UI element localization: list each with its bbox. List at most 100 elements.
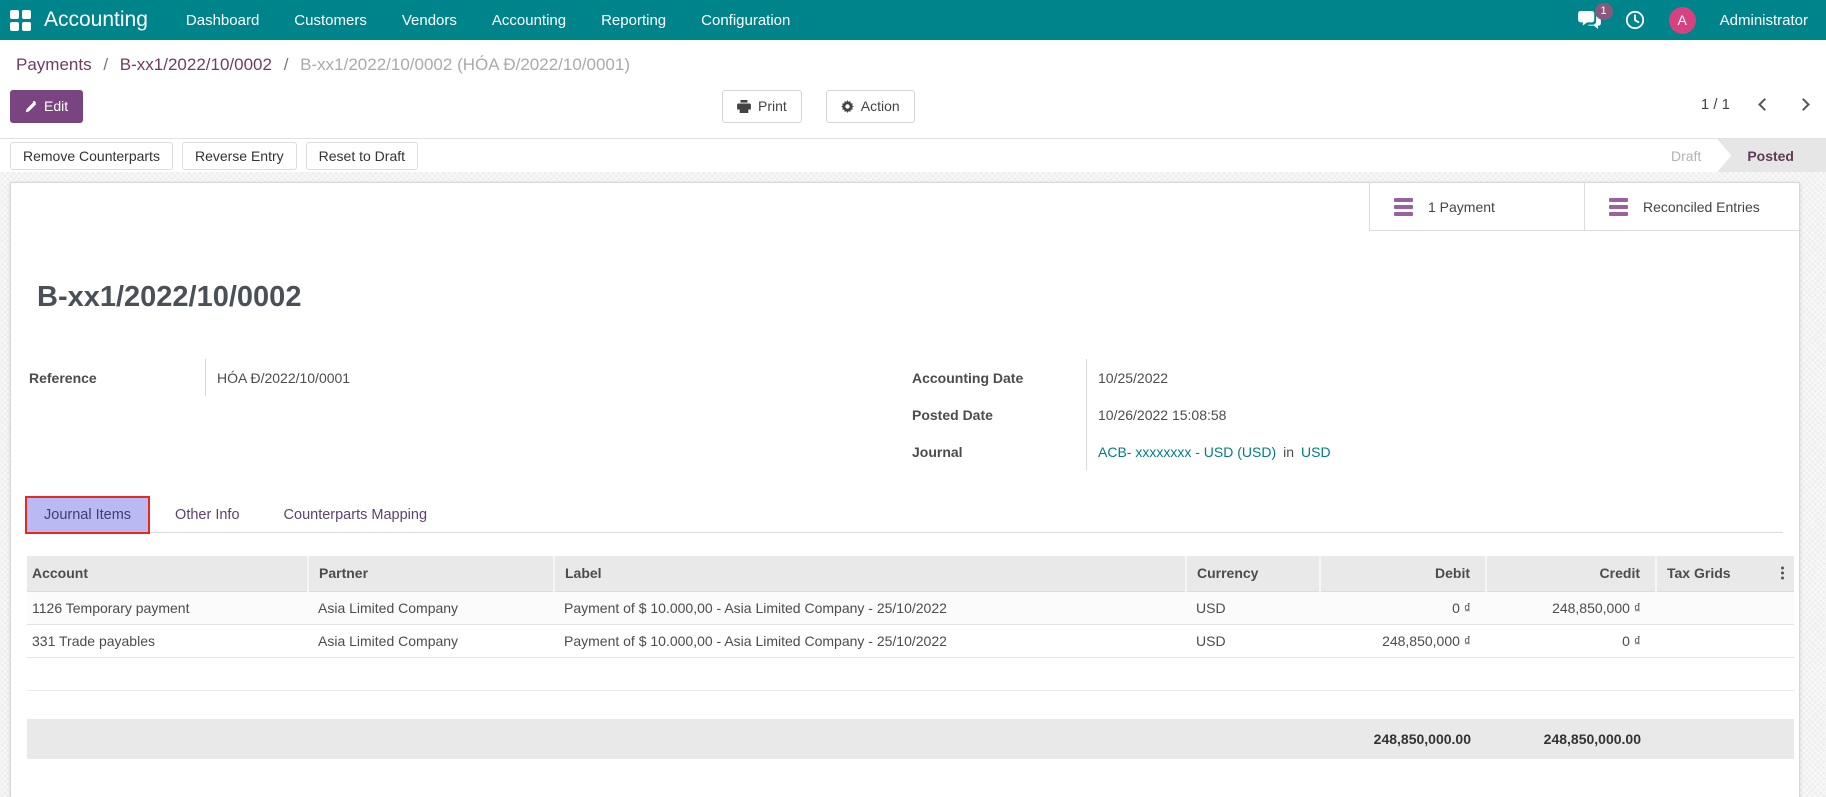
print-button[interactable]: Print [722,90,802,124]
posted-date-label: Posted Date [912,406,993,423]
top-navbar: Accounting Dashboard Customers Vendors A… [0,0,1826,40]
journal-in-text: in [1283,443,1295,460]
reference-value: HÓA Đ/2022/10/0001 [205,359,505,396]
breadcrumb-separator: / [283,55,289,74]
breadcrumb-record[interactable]: B-xx1/2022/10/0002 [119,55,272,74]
reconciled-entries-smart-button-label: Reconciled Entries [1643,198,1760,215]
messages-button[interactable]: 1 [1577,3,1613,29]
field-posted-date: Posted Date 10/26/2022 15:08:58 [910,396,1386,433]
journal-items-table: Account Partner Label Currency Debit Cre… [27,556,1794,759]
pencil-icon [25,100,37,112]
edit-button-label: Edit [44,98,69,114]
table-header-row: Account Partner Label Currency Debit Cre… [27,556,1794,592]
apps-grid-icon[interactable] [10,9,31,31]
journal-link[interactable]: ACB- xxxxxxxx - USD (USD) [1098,443,1277,460]
action-button[interactable]: Action [825,90,915,124]
tab-counterparts-mapping[interactable]: Counterparts Mapping [283,507,428,523]
main-menu: Dashboard Customers Vendors Accounting R… [186,12,790,29]
cell-debit[interactable]: 248,850,000 ₫ [1320,624,1486,658]
journal-currency-link[interactable]: USD [1301,443,1331,460]
edit-button[interactable]: Edit [10,90,84,124]
app-name[interactable]: Accounting [44,8,148,31]
tab-other-info[interactable]: Other Info [175,507,240,523]
record-sheet: 1 Payment Reconciled Entries B-xx1/2022/… [10,182,1800,797]
notebook-tabs: Journal Items Other Info Counterparts Ma… [24,496,1783,534]
avatar[interactable]: A [1668,6,1696,34]
chevron-left-icon[interactable] [1758,98,1771,111]
payments-smart-button[interactable]: 1 Payment [1369,183,1584,231]
menu-vendors[interactable]: Vendors [401,11,457,29]
column-debit[interactable]: Debit [1319,556,1486,592]
messages-count-badge: 1 [1594,3,1613,20]
record-title: B-xx1/2022/10/0002 [37,281,302,313]
payments-smart-button-label: 1 Payment [1428,198,1495,215]
column-tax-grids[interactable]: Tax Grids [1655,556,1794,592]
field-group-right: Accounting Date 10/25/2022 Posted Date 1… [910,359,1386,470]
cell-credit[interactable]: 248,850,000 ₫ [1486,591,1656,625]
cell-account[interactable]: 331 Trade payables [27,624,308,658]
smart-buttons: 1 Payment Reconciled Entries [1369,183,1799,231]
cell-partner[interactable]: Asia Limited Company [308,591,554,625]
cell-debit[interactable]: 0 ₫ [1320,591,1486,625]
chat-icon [1577,11,1601,29]
breadcrumb-payments[interactable]: Payments [16,55,92,74]
table-totals-row: 248,850,000.00 248,850,000.00 [27,718,1794,759]
action-button-label: Action [860,98,900,114]
accounting-date-value: 10/25/2022 [1086,359,1386,396]
cell-currency[interactable]: USD [1186,591,1320,625]
table-row[interactable]: 1126 Temporary payment Asia Limited Comp… [27,591,1794,625]
menu-reporting[interactable]: Reporting [601,11,667,29]
reconciled-entries-smart-button[interactable]: Reconciled Entries [1584,183,1799,231]
kebab-icon[interactable] [1778,564,1787,583]
table-empty-row [27,657,1794,691]
journal-value: ACB- xxxxxxxx - USD (USD) in USD [1086,433,1386,470]
menu-accounting[interactable]: Accounting [491,11,567,29]
activities-button[interactable] [1625,10,1645,30]
posted-date-value: 10/26/2022 15:08:58 [1086,396,1386,433]
cell-currency[interactable]: USD [1186,624,1320,658]
breadcrumb-separator: / [103,55,109,74]
clock-icon [1625,10,1644,30]
menu-dashboard[interactable]: Dashboard [185,11,260,29]
cell-account[interactable]: 1126 Temporary payment [27,591,308,625]
remove-counterparts-button[interactable]: Remove Counterparts [10,141,173,170]
user-menu[interactable]: Administrator [1719,11,1808,29]
chevron-right-icon[interactable] [1797,98,1810,111]
status-posted: Posted [1717,139,1826,172]
breadcrumb: Payments / B-xx1/2022/10/0002 / B-xx1/20… [0,40,1826,78]
print-button-label: Print [758,98,787,114]
navbar-right: 1 A Administrator [1577,3,1808,34]
cell-tax-grids[interactable] [1656,591,1794,625]
reverse-entry-button[interactable]: Reverse Entry [181,141,297,170]
field-journal: Journal ACB- xxxxxxxx - USD (USD) in USD [910,433,1386,470]
column-currency[interactable]: Currency [1185,556,1320,592]
cell-tax-grids[interactable] [1656,624,1794,658]
cell-credit[interactable]: 0 ₫ [1486,624,1656,658]
column-credit[interactable]: Credit [1485,556,1656,592]
pager-value: 1 / 1 [1700,96,1730,113]
field-group-left: Reference HÓA Đ/2022/10/0001 [27,359,505,396]
breadcrumb-current: B-xx1/2022/10/0002 (HÓA Đ/2022/10/0001) [300,55,631,74]
menu-configuration[interactable]: Configuration [701,11,791,29]
cell-label[interactable]: Payment of $ 10.000,00 - Asia Limited Co… [554,624,1186,658]
control-panel: Edit Print Action 1 / 1 [0,78,1826,138]
table-row[interactable]: 331 Trade payables Asia Limited Company … [27,624,1794,658]
menu-customers[interactable]: Customers [294,11,367,29]
column-partner[interactable]: Partner [307,556,554,592]
total-credit: 248,850,000.00 [1543,730,1641,747]
menu-bars-icon [1394,197,1413,216]
status-draft[interactable]: Draft [1670,147,1702,164]
field-reference: Reference HÓA Đ/2022/10/0001 [27,359,505,396]
tab-journal-items[interactable]: Journal Items [24,496,151,534]
column-account[interactable]: Account [27,556,308,592]
cell-label[interactable]: Payment of $ 10.000,00 - Asia Limited Co… [554,591,1186,625]
gear-icon [840,100,854,114]
column-label[interactable]: Label [553,556,1186,592]
cell-partner[interactable]: Asia Limited Company [308,624,554,658]
accounting-date-label: Accounting Date [912,369,1024,386]
reset-to-draft-button[interactable]: Reset to Draft [305,141,419,170]
reference-label: Reference [29,369,97,386]
journal-label: Journal [912,443,963,460]
status-bar: Draft Posted [1671,139,1826,172]
